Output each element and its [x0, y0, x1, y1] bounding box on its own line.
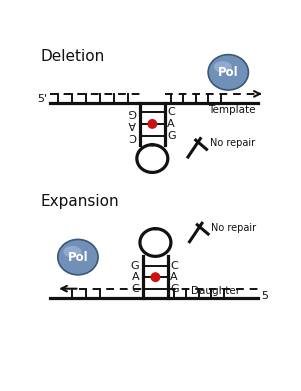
Ellipse shape [58, 239, 98, 275]
Text: Pol: Pol [218, 66, 239, 79]
Text: G: G [127, 107, 136, 117]
Text: 5: 5 [261, 291, 268, 301]
Text: C: C [128, 131, 136, 140]
Ellipse shape [64, 246, 82, 258]
Text: G: G [167, 131, 176, 140]
Text: No repair: No repair [211, 223, 256, 233]
Text: Expansion: Expansion [41, 194, 119, 209]
Ellipse shape [214, 61, 232, 73]
Text: C: C [167, 107, 175, 117]
Text: G: G [170, 284, 179, 294]
Text: G: G [131, 260, 139, 271]
Text: 5': 5' [38, 93, 48, 104]
Text: Pol: Pol [68, 251, 88, 264]
Circle shape [151, 273, 160, 282]
Circle shape [148, 120, 157, 128]
Text: No repair: No repair [210, 138, 255, 148]
Text: A: A [129, 119, 136, 129]
Text: C: C [170, 260, 178, 271]
Text: A: A [132, 272, 139, 282]
Text: Deletion: Deletion [41, 49, 105, 64]
Text: Template: Template [208, 106, 256, 115]
Ellipse shape [208, 55, 248, 90]
Text: A: A [170, 272, 178, 282]
Text: A: A [167, 119, 175, 129]
Text: Daughter: Daughter [191, 286, 240, 296]
Text: C: C [132, 284, 139, 294]
